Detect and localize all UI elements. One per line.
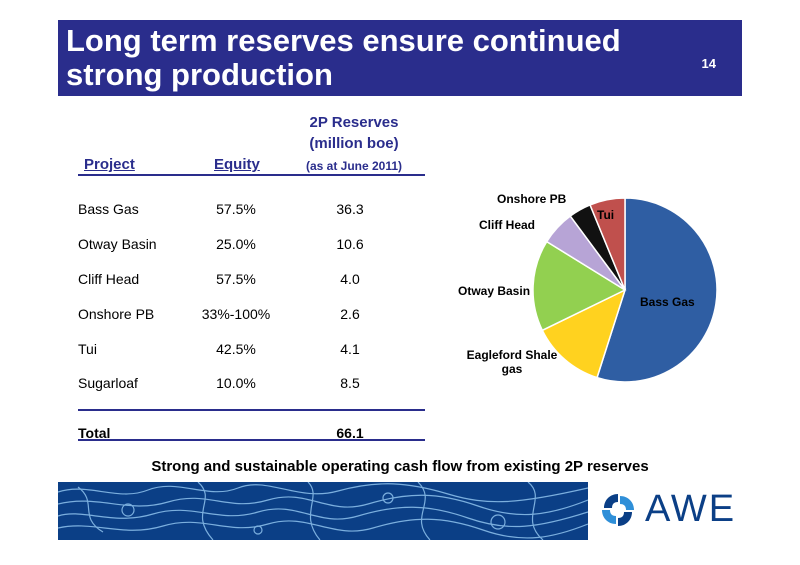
row-3-reserves: 4.0 [340, 271, 360, 287]
row-1-reserves: 36.3 [336, 201, 364, 217]
reserves-pie-chart: Onshore PB Cliff Head Tui Otway Basin Ba… [440, 180, 740, 400]
pie-label-tui: Tui [597, 208, 615, 222]
page-number: 14 [701, 56, 716, 71]
row-3-project: Cliff Head [78, 271, 140, 287]
row-6-reserves: 8.5 [340, 375, 360, 391]
pie-slice-tui [589, 197, 626, 291]
row-4-reserves: 2.6 [340, 306, 360, 322]
awe-logo-icon [602, 494, 634, 526]
header-reserves-line1: 2P Reserves [309, 114, 399, 131]
row-6-equity: 10.0% [216, 375, 256, 391]
row-5-project: Tui [78, 341, 97, 357]
slide-title: Long term reserves ensure continued stro… [66, 23, 621, 92]
row-4-project: Onshore PB [78, 306, 155, 322]
awe-logo-text: AWE [645, 488, 737, 530]
pie-slice-bass-gas [596, 197, 718, 383]
pie-label-otway-basin: Otway Basin [458, 284, 531, 298]
total-value: 66.1 [336, 425, 364, 441]
pie-chart-svg [532, 197, 718, 383]
row-5-reserves: 4.1 [340, 341, 360, 357]
total-underline [78, 439, 425, 441]
total-label: Total [78, 425, 111, 441]
row-6-project: Sugarloaf [78, 375, 138, 391]
header-underline [78, 174, 425, 176]
footer-banner [58, 482, 588, 540]
row-1-equity: 57.5% [216, 201, 256, 217]
pie-label-onshore-pb: Onshore PB [497, 192, 567, 206]
pie-slice-eagleford-shale-gas [541, 288, 627, 379]
title-bar: Long term reserves ensure continued stro… [58, 20, 742, 96]
row-2-equity: 25.0% [216, 236, 256, 252]
tagline: Strong and sustainable operating cash fl… [151, 458, 649, 475]
header-equity: Equity [214, 156, 260, 173]
header-project: Project [84, 156, 135, 173]
row-2-project: Otway Basin [78, 236, 157, 252]
row-1-project: Bass Gas [78, 201, 139, 217]
row-2-reserves: 10.6 [336, 236, 364, 252]
row-5-equity: 42.5% [216, 341, 256, 357]
header-reserves-line2: (million boe) [309, 135, 399, 152]
row-4-equity: 33%-100% [201, 306, 271, 322]
pie-slice-otway-basin [532, 240, 627, 332]
pie-label-eagleford-shale-gas: Eagleford Shale gas [466, 348, 558, 376]
total-separator [78, 409, 425, 411]
row-3-equity: 57.5% [216, 271, 256, 287]
pie-label-cliff-head: Cliff Head [479, 218, 536, 232]
header-reserves-line3: (as at June 2011) [305, 159, 403, 173]
pie-label-bass-gas: Bass Gas [640, 295, 695, 309]
contour-pattern [58, 482, 588, 540]
